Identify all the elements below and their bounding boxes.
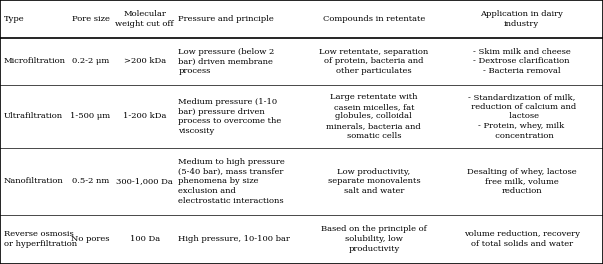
Text: Low pressure (below 2
bar) driven membrane
process: Low pressure (below 2 bar) driven membra… <box>178 48 275 75</box>
Text: Low retentate, separation
of protein, bacteria and
other particulates: Low retentate, separation of protein, ba… <box>319 48 429 75</box>
Text: Pore size: Pore size <box>72 15 109 23</box>
Text: Microfiltration: Microfiltration <box>4 57 66 65</box>
Text: 1-200 kDa: 1-200 kDa <box>123 112 166 120</box>
Text: No pores: No pores <box>71 235 110 243</box>
Text: Low productivity,
separate monovalents
salt and water: Low productivity, separate monovalents s… <box>327 168 420 195</box>
Text: Application in dairy
industry: Application in dairy industry <box>480 10 563 28</box>
Text: Pressure and principle: Pressure and principle <box>178 15 274 23</box>
Text: Large retentate with
casein micelles, fat
globules, colloidal
minerals, bacteria: Large retentate with casein micelles, fa… <box>326 93 421 140</box>
Text: Nanofiltration: Nanofiltration <box>4 177 63 185</box>
Text: >200 kDa: >200 kDa <box>124 57 166 65</box>
Text: Reverse osmosis
or hyperfiltration: Reverse osmosis or hyperfiltration <box>4 230 77 248</box>
Text: Type: Type <box>4 15 24 23</box>
Text: 0.2-2 μm: 0.2-2 μm <box>72 57 109 65</box>
Text: Molecular
weight cut off: Molecular weight cut off <box>115 10 174 28</box>
Text: Desalting of whey, lactose
free milk, volume
reduction: Desalting of whey, lactose free milk, vo… <box>467 168 576 195</box>
Text: 300-1,000 Da: 300-1,000 Da <box>116 177 173 185</box>
Text: - Skim milk and cheese
- Dextrose clarification
- Bacteria removal: - Skim milk and cheese - Dextrose clarif… <box>473 48 570 75</box>
Text: Medium to high pressure
(5-40 bar), mass transfer
phenomena by size
exclusion an: Medium to high pressure (5-40 bar), mass… <box>178 158 285 205</box>
Text: Ultrafiltration: Ultrafiltration <box>4 112 63 120</box>
Text: Medium pressure (1-10
bar) pressure driven
process to overcome the
viscosity: Medium pressure (1-10 bar) pressure driv… <box>178 98 282 135</box>
Text: 0.5-2 nm: 0.5-2 nm <box>72 177 109 185</box>
Text: volume reduction, recovery
of total solids and water: volume reduction, recovery of total soli… <box>464 230 579 248</box>
Text: Based on the principle of
solubility, low
productivity: Based on the principle of solubility, lo… <box>321 225 427 253</box>
Text: 100 Da: 100 Da <box>130 235 160 243</box>
Text: 1-500 μm: 1-500 μm <box>71 112 110 120</box>
Text: Compounds in retentate: Compounds in retentate <box>323 15 425 23</box>
Text: - Standardization of milk,
  reduction of calcium and
  lactose
- Protein, whey,: - Standardization of milk, reduction of … <box>467 93 576 140</box>
Text: High pressure, 10-100 bar: High pressure, 10-100 bar <box>178 235 291 243</box>
